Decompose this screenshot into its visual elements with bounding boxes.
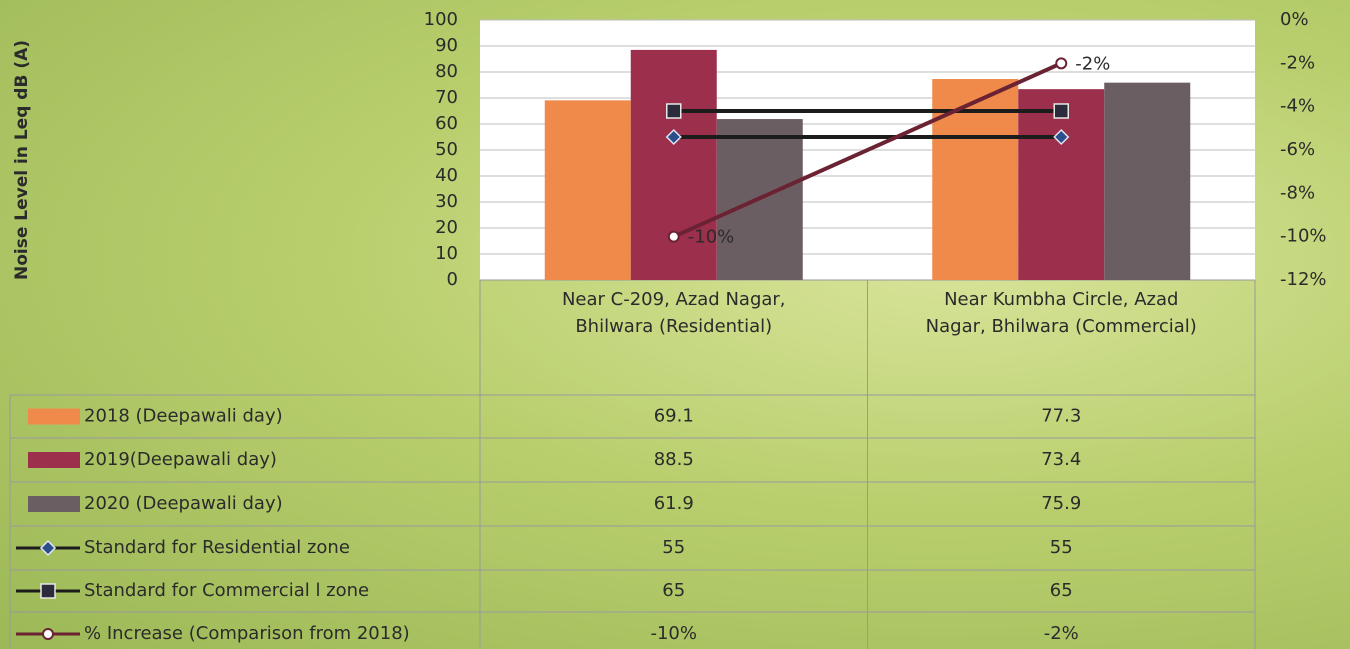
- legend-label: Standard for Residential zone: [84, 537, 350, 558]
- table-cell: 65: [1050, 580, 1073, 601]
- y-tick-label: 100: [424, 9, 458, 30]
- category-label: Near C-209, Azad Nagar, Bhilwara (Reside…: [561, 289, 786, 337]
- y-tick-label: 60: [435, 113, 458, 134]
- y-tick-label: 30: [435, 191, 458, 212]
- legend-label: 2018 (Deepawali day): [84, 406, 283, 427]
- y2-tick-label: -10%: [1280, 226, 1327, 247]
- marker: [1053, 103, 1069, 119]
- y2-tick-label: -4%: [1280, 96, 1315, 117]
- legend-swatch: [28, 408, 80, 425]
- y-tick-label: 90: [435, 35, 458, 56]
- table-cell: -10%: [650, 623, 697, 644]
- data-label: -2%: [1075, 53, 1110, 74]
- table-cell: 61.9: [654, 493, 694, 514]
- y2-tick-label: -6%: [1280, 139, 1315, 160]
- legend-swatch: [28, 496, 80, 512]
- y-tick-label: 50: [435, 139, 458, 160]
- table-cell: -2%: [1044, 623, 1079, 644]
- y-tick-label: 70: [435, 87, 458, 108]
- legend-label: Standard for Commercial l zone: [84, 580, 369, 601]
- table-cell: 75.9: [1041, 493, 1081, 514]
- marker: [666, 103, 682, 119]
- legend-label: 2019(Deepawali day): [84, 449, 277, 470]
- table-cell: 65: [662, 580, 685, 601]
- y2-tick-label: -2%: [1280, 52, 1315, 73]
- legend-label: 2020 (Deepawali day): [84, 493, 283, 514]
- y-tick-label: 10: [435, 243, 458, 264]
- y-tick-label: 80: [435, 61, 458, 82]
- table-cell: 73.4: [1041, 449, 1081, 470]
- table-cell: 69.1: [654, 406, 694, 427]
- marker: [667, 230, 680, 243]
- data-label: -10%: [688, 227, 735, 248]
- marker: [40, 583, 56, 599]
- line: [672, 61, 1063, 239]
- table-cell: 55: [662, 537, 685, 558]
- marker: [665, 128, 682, 146]
- bar: [1104, 82, 1191, 280]
- y2-tick-label: -8%: [1280, 182, 1315, 203]
- y-axis-title: Noise Level in Leq dB (A): [12, 40, 32, 280]
- marker: [1055, 57, 1068, 70]
- marker: [42, 628, 54, 640]
- bar: [544, 100, 631, 280]
- y2-tick-label: 0%: [1280, 9, 1309, 30]
- marker: [39, 539, 57, 557]
- y-tick-label: 0: [447, 269, 458, 290]
- y-tick-label: 40: [435, 165, 458, 186]
- y-tick-label: 20: [435, 217, 458, 238]
- table-cell: 55: [1050, 537, 1073, 558]
- table-cell: 88.5: [654, 449, 694, 470]
- legend-swatch: [28, 452, 80, 468]
- category-label: Near Kumbha Circle, Azad Nagar, Bhilwara…: [925, 289, 1197, 337]
- table-cell: 77.3: [1041, 406, 1081, 427]
- legend-label: % Increase (Comparison from 2018): [84, 623, 410, 644]
- y2-tick-label: -12%: [1280, 269, 1327, 290]
- marker: [1053, 128, 1070, 146]
- bar: [1018, 89, 1105, 280]
